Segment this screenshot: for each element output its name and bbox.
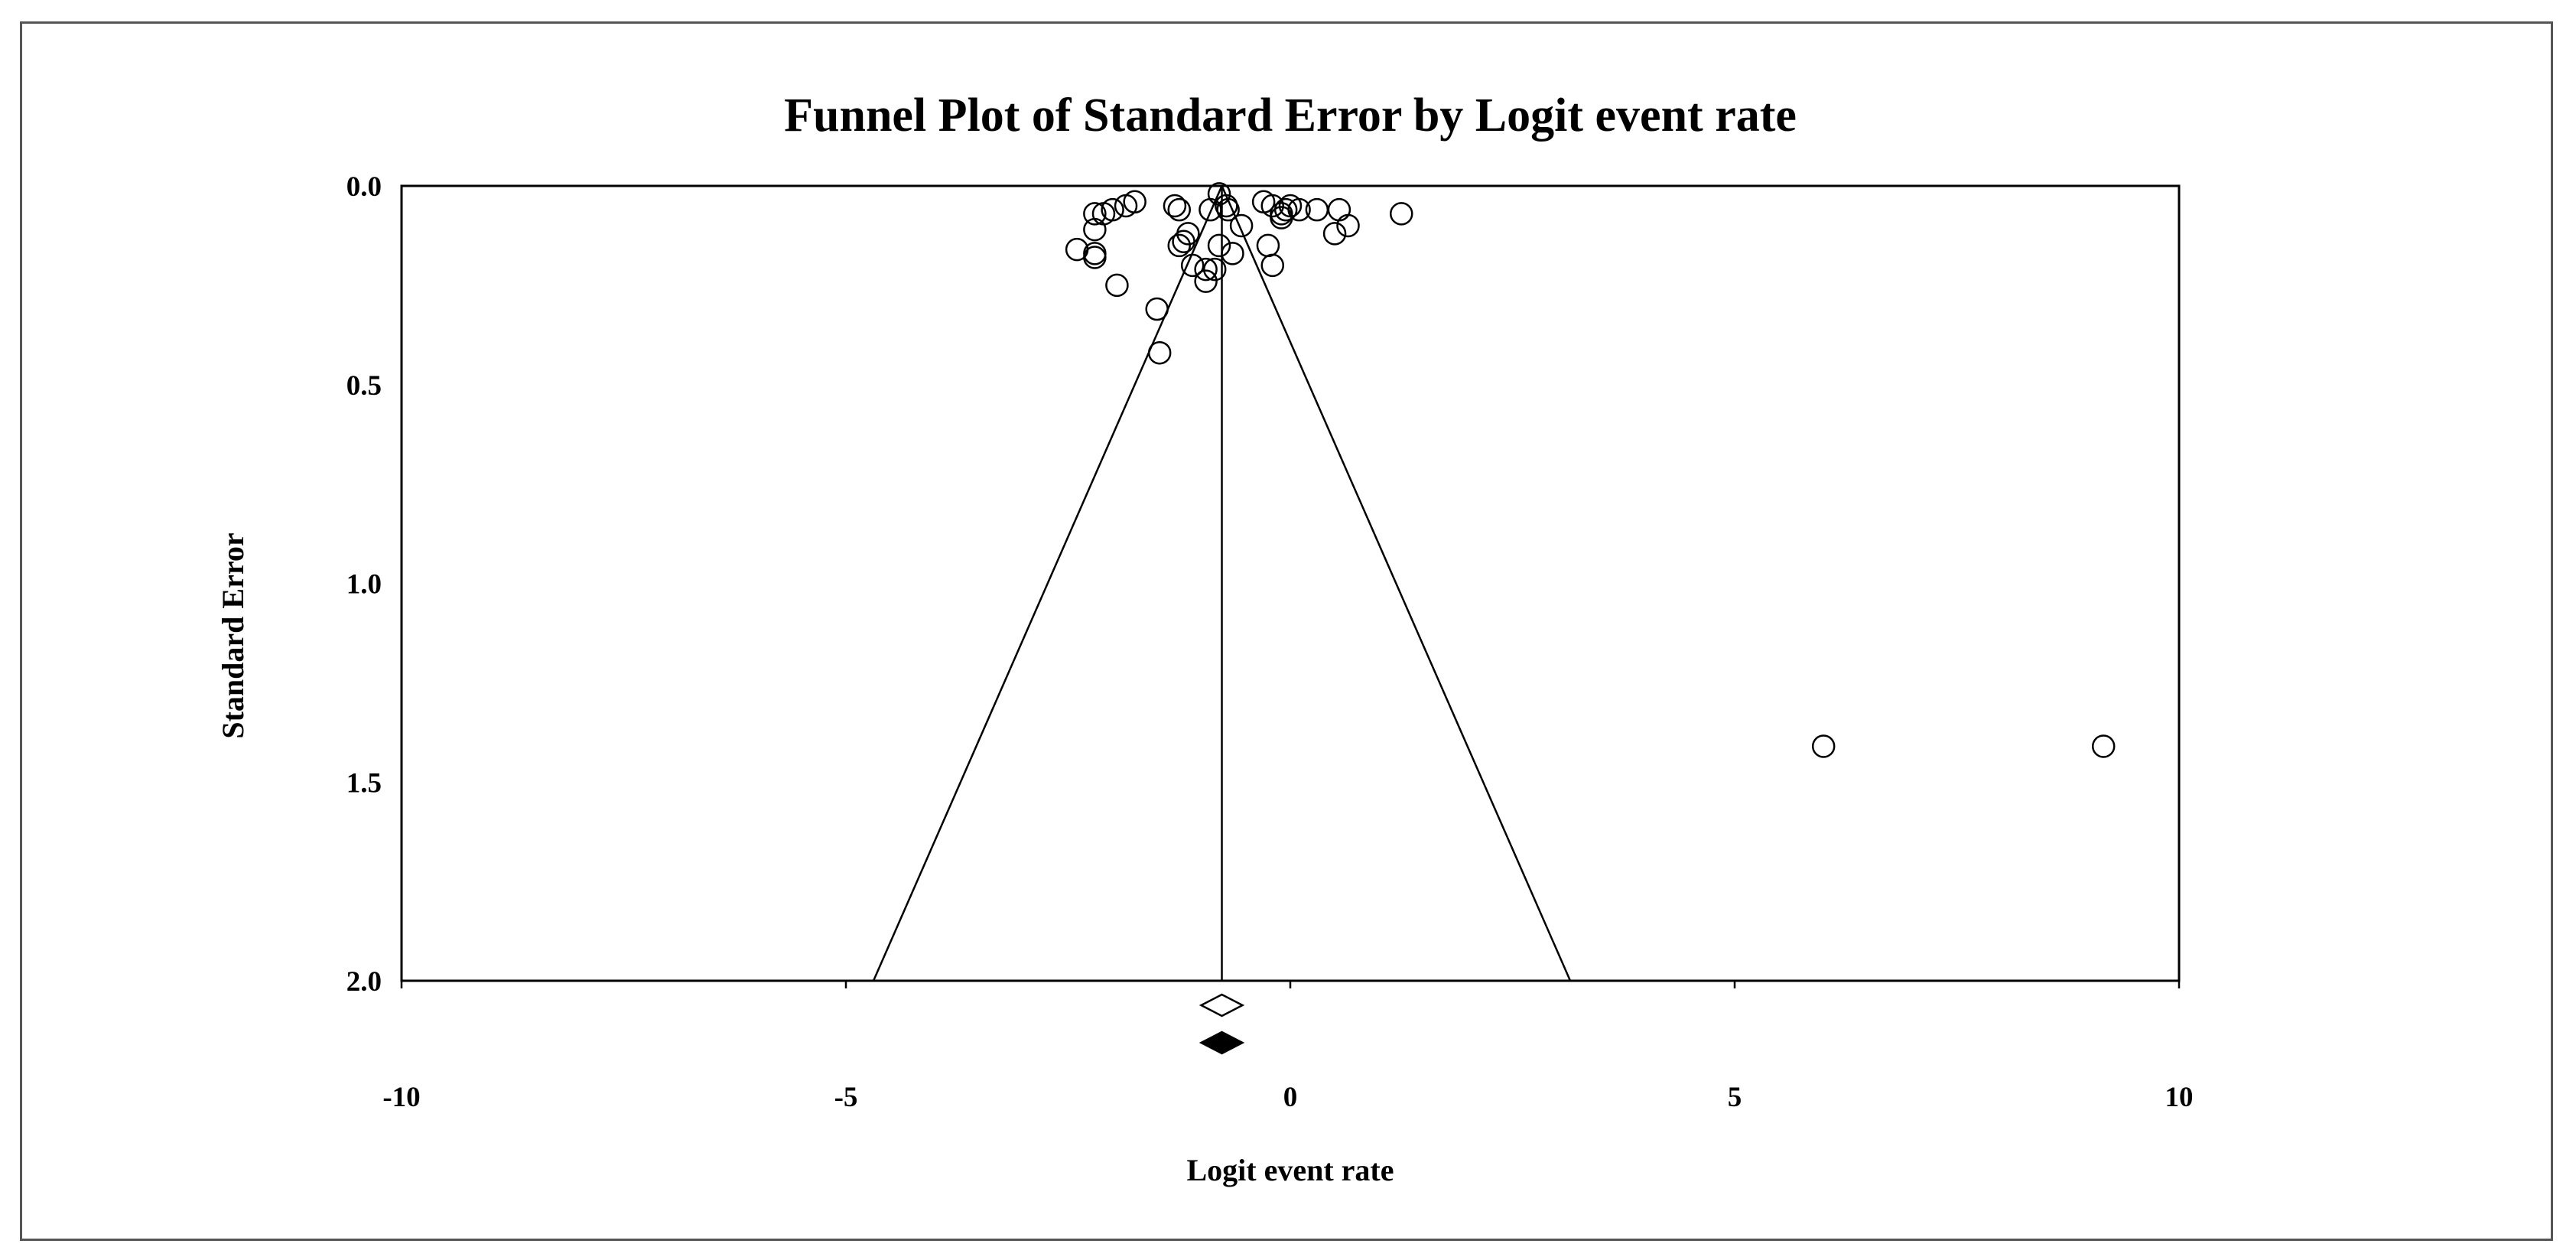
study-point	[1114, 194, 1138, 218]
x-axis-label: Logit event rate	[1186, 1153, 1394, 1187]
y-axis-label: Standard Error	[216, 532, 250, 738]
x-tick-label: 0	[1283, 1082, 1298, 1113]
plot-area	[400, 184, 2181, 982]
study-point	[1229, 213, 1254, 238]
y-tick-label: 1.0	[346, 569, 382, 601]
study-point	[1273, 197, 1298, 222]
summary-diamond-observed	[1199, 993, 1245, 1017]
funnel-lines	[872, 185, 1572, 982]
summary-diamonds	[1199, 993, 1245, 1055]
study-point	[1194, 269, 1218, 293]
study-points	[1065, 182, 2116, 758]
study-point	[1145, 297, 1169, 321]
study-point	[1270, 206, 1293, 230]
study-point	[1260, 194, 1285, 218]
study-point	[1327, 197, 1351, 222]
study-point	[1180, 253, 1205, 278]
study-point	[1083, 246, 1107, 269]
x-axis-ticks: -10 -5 0 5 10	[382, 981, 2194, 1113]
study-point	[1147, 340, 1172, 365]
study-point	[1260, 253, 1285, 278]
funnel-right-limit	[1221, 185, 1572, 982]
study-point	[1207, 233, 1231, 258]
study-point	[1105, 273, 1129, 298]
x-tick-label: -10	[382, 1082, 420, 1113]
study-point	[1167, 233, 1191, 258]
y-tick-label: 0.5	[346, 370, 382, 402]
y-axis-ticks: 0.0 0.5 1.0 1.5 2.0	[346, 171, 382, 998]
study-point	[1194, 257, 1218, 282]
x-tick-label: 10	[2165, 1082, 2194, 1113]
x-tick-label: 5	[1728, 1082, 1742, 1113]
chart-title: Funnel Plot of Standard Error by Logit e…	[784, 90, 1797, 142]
study-point	[1390, 202, 1413, 226]
study-point	[1256, 233, 1280, 258]
x-tick-label: -5	[834, 1082, 858, 1113]
study-point	[2091, 734, 2116, 758]
funnel-left-limit	[872, 185, 1223, 982]
study-point	[1336, 213, 1360, 238]
study-point	[1083, 217, 1107, 242]
study-point	[1216, 197, 1240, 222]
study-point	[1172, 230, 1195, 253]
study-point	[1202, 257, 1227, 282]
study-point	[1083, 202, 1107, 226]
y-tick-label: 0.0	[346, 171, 382, 203]
chart-frame: Funnel Plot of Standard Error by Logit e…	[20, 21, 2553, 1241]
study-point	[1221, 242, 1244, 265]
study-point	[1322, 222, 1347, 246]
study-point	[1199, 197, 1222, 222]
funnel-plot: Funnel Plot of Standard Error by Logit e…	[216, 90, 2194, 1187]
study-point	[1167, 197, 1191, 222]
study-point	[1163, 194, 1187, 218]
summary-diamond-imputed	[1199, 1030, 1245, 1055]
study-point	[1811, 734, 1836, 758]
study-point	[1215, 194, 1238, 218]
y-tick-label: 2.0	[346, 966, 382, 998]
y-tick-label: 1.5	[346, 767, 382, 799]
